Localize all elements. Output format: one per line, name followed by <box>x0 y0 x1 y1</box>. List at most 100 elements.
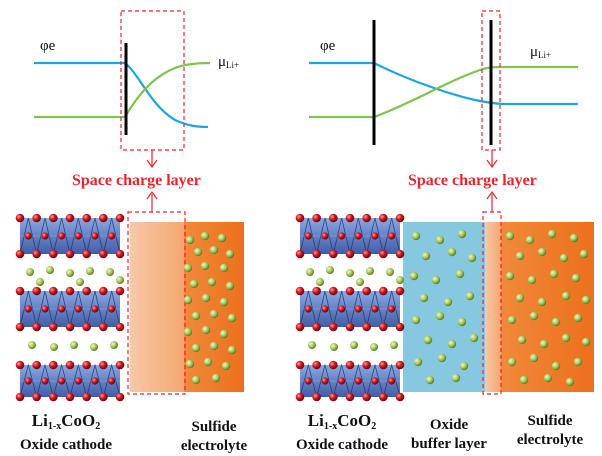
oxygen-atom <box>329 322 338 332</box>
right-mu-label: μLi+ <box>530 44 551 61</box>
right-cathode-structure <box>295 213 405 402</box>
oxygen-atom <box>65 392 75 402</box>
li-atom <box>579 249 589 259</box>
oxygen-atom <box>24 232 32 240</box>
oxygen-atom <box>345 360 355 370</box>
right-potential-plot <box>309 10 578 212</box>
oxygen-atom <box>74 232 82 240</box>
oxygen-atom <box>395 322 405 332</box>
li-atom <box>189 279 199 289</box>
octahedron-edge <box>299 363 318 398</box>
right-cathode-label: Li1-xCoO2 Oxide cathode <box>278 411 406 455</box>
oxygen-atom <box>49 360 58 370</box>
li-atom <box>581 337 591 347</box>
li-atom <box>225 281 235 291</box>
octahedron-edge <box>52 217 71 255</box>
oxygen-atom <box>304 305 312 313</box>
oxygen-atom <box>388 232 396 240</box>
li-atom <box>26 268 34 276</box>
oxygen-atom <box>91 305 99 313</box>
oxygen-atom <box>99 286 108 296</box>
right-cathode-name: Oxide cathode <box>295 437 389 453</box>
li-atom <box>537 247 547 257</box>
oxygen-atom <box>65 322 75 332</box>
li-atom <box>106 268 114 276</box>
li-atom <box>459 361 469 371</box>
octahedron-edge <box>316 217 334 255</box>
li-atom <box>425 375 435 385</box>
oxygen-atom <box>49 213 58 223</box>
oxygen-atom <box>395 249 405 259</box>
oxygen-atom <box>32 392 41 402</box>
li-atom <box>537 297 547 307</box>
oxygen-atom <box>354 377 362 385</box>
oxygen-atom <box>99 249 108 259</box>
li-atom <box>110 341 118 349</box>
octahedron-edge <box>366 363 384 398</box>
left-cathode-name: Oxide cathode <box>19 437 113 453</box>
oxygen-atom <box>388 305 396 313</box>
oxygen-atom <box>354 305 362 313</box>
octahedron-edge <box>36 217 54 255</box>
oxygen-atom <box>15 360 25 370</box>
left-phi-label: φe <box>40 38 56 54</box>
li-atom <box>50 343 58 351</box>
left-li-atoms <box>26 266 124 351</box>
li-atom <box>390 341 398 349</box>
oxygen-atom <box>15 286 25 296</box>
oxygen-atom <box>32 360 41 370</box>
oxygen-atom <box>108 232 116 240</box>
li-atom <box>505 271 515 281</box>
li-atom <box>443 297 453 307</box>
li-atom <box>90 343 98 351</box>
li-atom <box>209 245 219 255</box>
oxygen-atom <box>395 392 405 402</box>
right-sulfide-li-atoms <box>505 229 591 387</box>
oxygen-atom <box>379 360 388 370</box>
oxygen-atom <box>295 249 305 259</box>
octahedron-edge <box>86 217 104 255</box>
li-atom <box>346 269 354 277</box>
left-space-charge-region <box>130 222 184 392</box>
li-atom <box>571 273 581 283</box>
li-atom <box>437 353 447 363</box>
oxygen-atom <box>304 377 312 385</box>
oxygen-atom <box>99 322 108 332</box>
oxygen-atom <box>115 213 125 223</box>
li-atom <box>211 373 221 383</box>
left-space-charge-label: Space charge layer <box>72 172 201 189</box>
li-atom <box>203 357 213 367</box>
li-atom <box>386 268 394 276</box>
right-cathode-formula: Li1-xCoO2 <box>307 411 377 432</box>
octahedron-edge <box>102 363 121 398</box>
li-atom <box>116 276 124 284</box>
li-atom <box>366 267 374 275</box>
li-atom <box>411 315 421 325</box>
li-atom <box>76 278 84 286</box>
oxygen-atom <box>321 232 329 240</box>
octahedron-edge <box>382 290 401 328</box>
li-atom <box>507 357 517 367</box>
li-atom <box>549 269 559 279</box>
li-atom <box>527 275 537 285</box>
right-phi-label: φe <box>320 38 336 54</box>
li-atom <box>306 268 314 276</box>
oxygen-atom <box>312 213 321 223</box>
left-arrow-head-down <box>146 159 158 169</box>
left-mu-symbol: μ <box>218 54 227 70</box>
li-atom <box>66 269 74 277</box>
li-atom <box>370 343 378 351</box>
oxygen-atom <box>395 286 405 296</box>
li-atom <box>569 233 579 243</box>
li-atom <box>185 359 195 369</box>
li-atom <box>435 235 445 245</box>
right-arrow-head-down <box>486 159 498 169</box>
octahedron-edge <box>349 363 368 398</box>
li-atom <box>455 269 465 279</box>
oxygen-atom <box>99 392 108 402</box>
li-atom <box>421 251 431 261</box>
left-arrow-head-up <box>146 190 158 200</box>
li-atom <box>227 313 237 323</box>
octahedron-edge <box>36 363 54 398</box>
oxygen-atom <box>15 249 25 259</box>
